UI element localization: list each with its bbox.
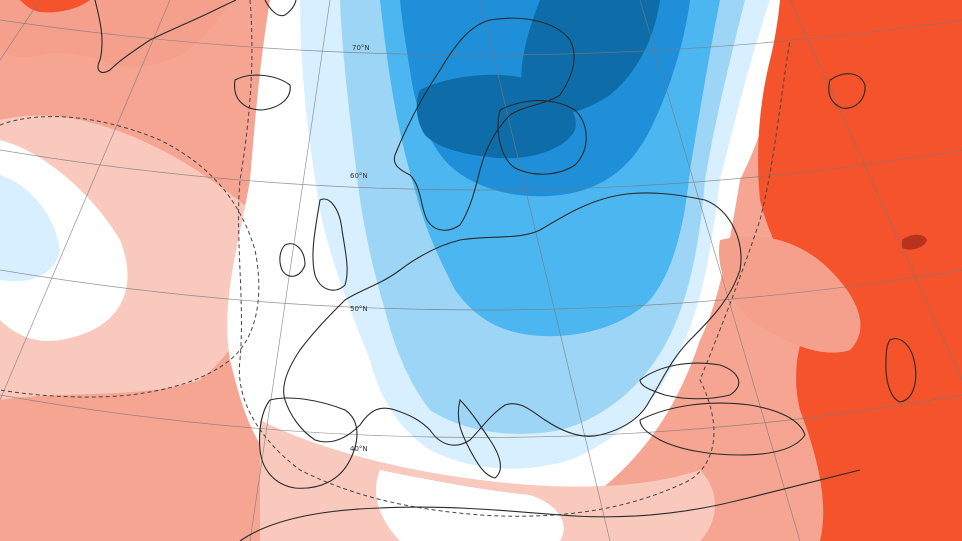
coastline-black-sea	[639, 362, 740, 400]
cold-extreme-region	[521, 0, 660, 115]
latitude-label-50: 50°N	[350, 305, 368, 313]
latitude-label-60: 60°N	[350, 172, 368, 180]
coastline-iceland	[234, 74, 291, 111]
coastline-scandinavia	[393, 17, 575, 231]
coastlines	[94, 0, 917, 541]
coastline-novaya-zemlya	[828, 73, 866, 109]
warm-strong-greenland	[20, 0, 90, 13]
warm-extreme-spot	[902, 234, 927, 250]
neutral-patch-mediterranean	[376, 470, 564, 541]
meridian-line	[249, 0, 331, 541]
latitude-label-40: 40°N	[350, 445, 368, 453]
coastline-caspian	[885, 338, 917, 403]
meridian-line	[479, 0, 611, 541]
coastline-turkey	[639, 402, 806, 456]
coastline-mainland-europe	[283, 192, 742, 446]
coastline-greenland	[94, 0, 237, 73]
latitude-line-50	[0, 269, 962, 311]
latitude-line-70	[0, 19, 962, 56]
coastline-finland	[497, 100, 587, 175]
coastline-iberia	[258, 397, 358, 489]
latitude-line-60	[0, 149, 962, 191]
warm-mid-band-east	[719, 236, 861, 353]
coastline-svalbard	[264, 0, 297, 17]
warm-strong-region-east	[758, 0, 962, 541]
cold-light-region-west-atlantic	[0, 175, 60, 282]
cold-extreme-region-scandinavia	[416, 74, 576, 159]
meridian-line	[789, 0, 962, 381]
coastline-north-africa	[239, 469, 861, 541]
latitude-line-40	[0, 394, 962, 438]
warm-light-region-south	[260, 420, 715, 541]
coastline-italy	[457, 398, 501, 479]
meridian-line	[639, 0, 801, 541]
meridian-line	[0, 0, 41, 61]
greenland-area	[0, 0, 230, 67]
latitude-label-70: 70°N	[352, 44, 370, 52]
meridian-line	[0, 0, 171, 401]
neutral-region-west-atlantic	[0, 140, 128, 341]
coastline-british-isles	[279, 198, 348, 291]
